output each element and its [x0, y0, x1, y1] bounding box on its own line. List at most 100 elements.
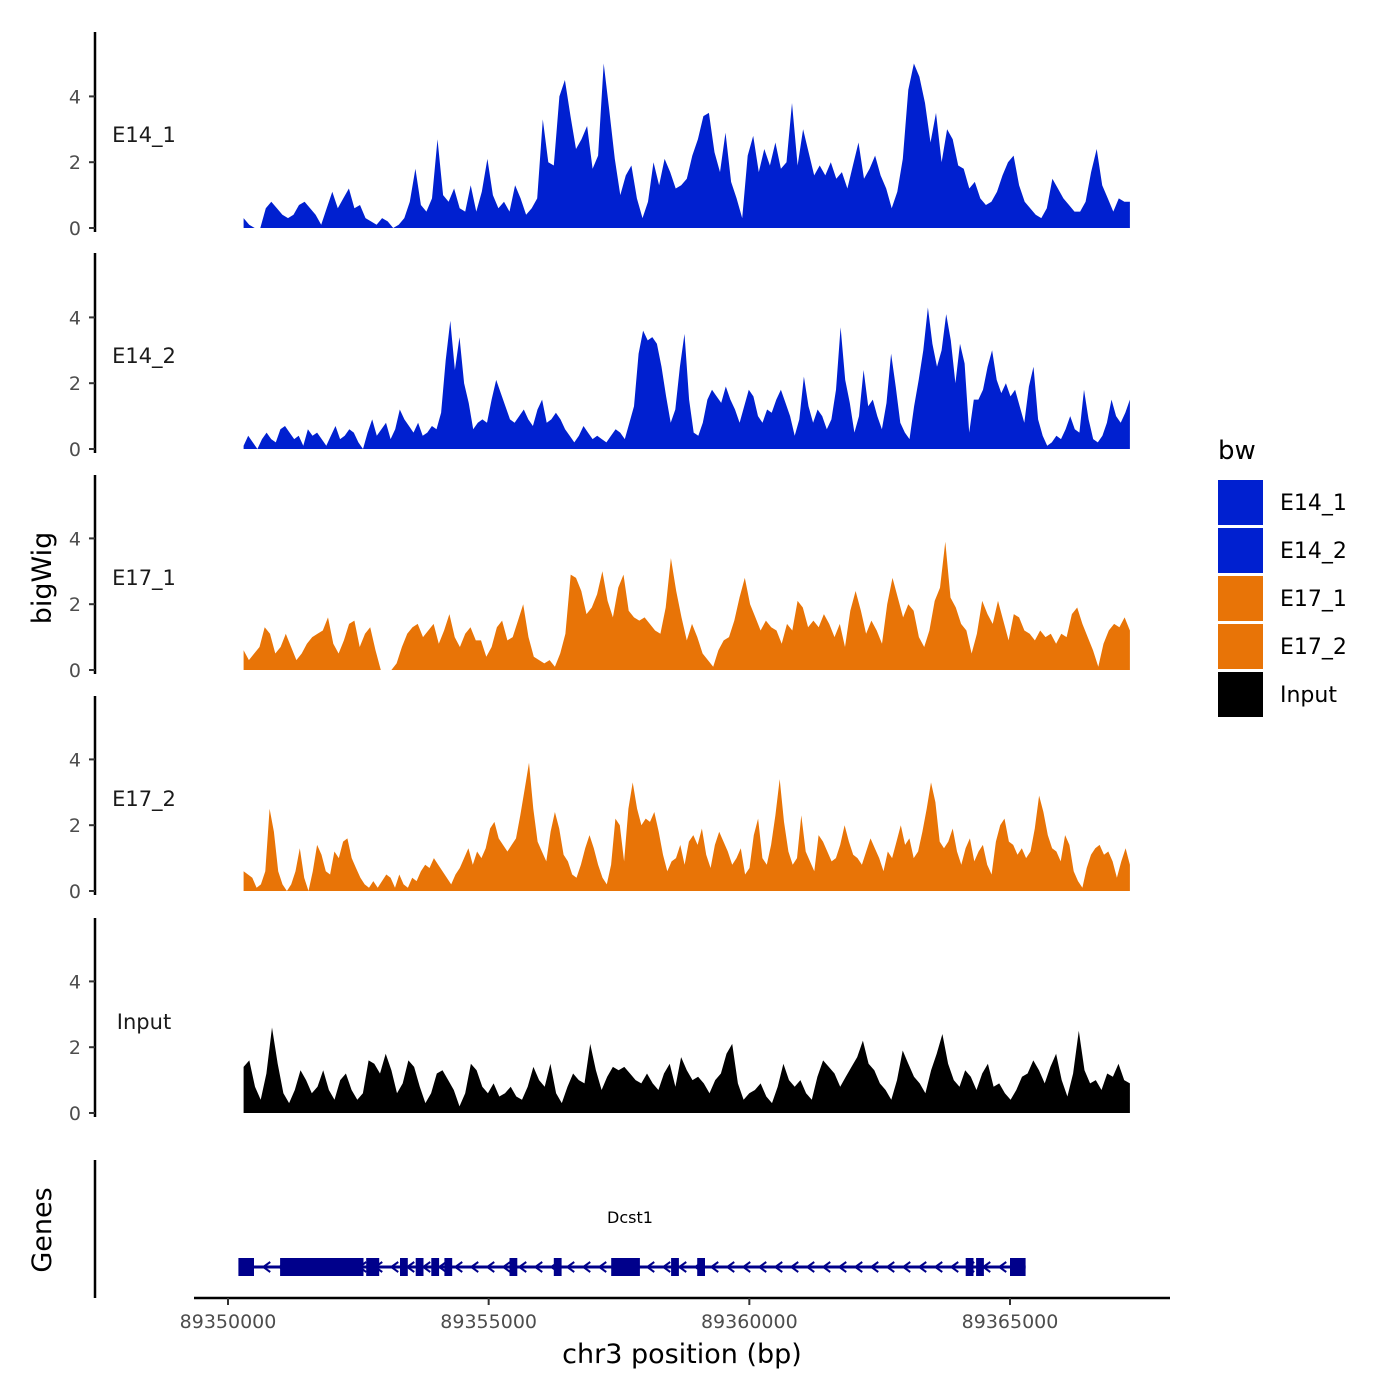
strand-arrow — [661, 1261, 671, 1273]
exon — [619, 1258, 640, 1276]
exon — [509, 1258, 518, 1276]
track-e17-1: 0 2 4 E17_1 — [69, 475, 1130, 682]
legend-label: E17_2 — [1280, 635, 1347, 660]
y-tick-label: 0 — [69, 881, 81, 903]
legend-swatch — [1218, 576, 1263, 621]
strand-arrow — [469, 1261, 479, 1273]
legend-title: bw — [1218, 436, 1256, 466]
exon — [671, 1258, 679, 1276]
strand-arrow — [901, 1261, 911, 1273]
legend-swatch — [1218, 624, 1263, 669]
strand-arrow — [485, 1261, 495, 1273]
exon — [444, 1258, 453, 1276]
track-label: E14_1 — [112, 123, 176, 148]
strand-arrow — [677, 1261, 687, 1273]
strand-arrow — [757, 1261, 767, 1273]
strand-arrow — [725, 1261, 735, 1273]
legend-swatch — [1218, 672, 1263, 717]
y-tick-label: 2 — [69, 1037, 81, 1059]
y-tick-label: 2 — [69, 373, 81, 395]
x-tick-label: 89355000 — [440, 1311, 537, 1333]
strand-arrow — [453, 1261, 463, 1273]
y-tick-label: 0 — [69, 218, 81, 240]
strand-arrow — [933, 1261, 943, 1273]
strand-arrow — [917, 1261, 927, 1273]
strand-arrow — [805, 1261, 815, 1273]
strand-arrow — [501, 1261, 511, 1273]
strand-arrow — [517, 1261, 527, 1273]
strand-arrow — [789, 1261, 799, 1273]
strand-arrow — [821, 1261, 831, 1273]
strand-arrow — [709, 1261, 719, 1273]
signal-area — [243, 541, 1130, 670]
gene-track: Dcst1 — [93, 1160, 1026, 1298]
y-tick-label: 4 — [69, 971, 81, 993]
legend-label: E17_1 — [1280, 587, 1347, 612]
signal-area — [243, 307, 1130, 449]
legend-swatch — [1218, 528, 1263, 573]
exon — [280, 1258, 364, 1276]
exon — [431, 1258, 440, 1276]
y-tick-label: 2 — [69, 594, 81, 616]
track-e14-2: 0 2 4 E14_2 — [69, 253, 1130, 461]
strand-arrow — [437, 1261, 447, 1273]
y-tick-label: 2 — [69, 152, 81, 174]
strand-arrow — [997, 1261, 1007, 1273]
strand-arrow — [597, 1261, 607, 1273]
track-e17-2: 0 2 4 E17_2 — [69, 696, 1130, 903]
y-tick-label: 4 — [69, 86, 81, 108]
y-tick-label: 4 — [69, 749, 81, 771]
strand-arrow — [389, 1261, 399, 1273]
exon — [611, 1258, 619, 1276]
x-tick-label: 89365000 — [962, 1311, 1059, 1333]
bigwig-tracks: 0 2 4 E14_1 0 2 4 E14_2 0 2 4 E17_1 0 2 4 E17_2 0 2 4 Input — [69, 32, 1130, 1125]
exon — [366, 1258, 380, 1276]
y-tick-label: 0 — [69, 660, 81, 682]
y-tick-label: 4 — [69, 307, 81, 329]
strand-arrow — [741, 1261, 751, 1273]
gene-name-label: Dcst1 — [607, 1208, 653, 1227]
track-label: E17_1 — [112, 566, 176, 591]
exon — [976, 1258, 984, 1276]
track-label: E14_2 — [112, 344, 176, 369]
legend-label: E14_1 — [1280, 491, 1347, 516]
track-label: E17_2 — [112, 787, 176, 812]
exon — [400, 1258, 408, 1276]
legend-label: Input — [1280, 683, 1337, 708]
strand-arrow — [645, 1261, 655, 1273]
exon — [415, 1258, 424, 1276]
y-tick-label: 0 — [69, 1103, 81, 1125]
x-axis: 89350000 89355000 89360000 89365000 — [180, 1296, 1170, 1333]
legend-swatch — [1218, 480, 1263, 525]
gene-track-title: Genes — [27, 1187, 58, 1272]
strand-arrow — [949, 1261, 959, 1273]
y-axis-title: bigWig — [27, 532, 58, 625]
legend-label: E14_2 — [1280, 539, 1347, 564]
x-tick-label: 89360000 — [701, 1311, 798, 1333]
strand-arrow — [885, 1261, 895, 1273]
strand-arrow — [533, 1261, 543, 1273]
exon — [553, 1258, 562, 1276]
strand-arrow — [773, 1261, 783, 1273]
exon — [1010, 1258, 1026, 1276]
signal-area — [243, 762, 1130, 891]
x-tick-label: 89350000 — [180, 1311, 277, 1333]
exon — [697, 1258, 705, 1276]
track-label: Input — [117, 1010, 171, 1034]
exon — [238, 1258, 254, 1276]
signal-area — [243, 63, 1130, 228]
strand-arrow — [853, 1261, 863, 1273]
track-e14-1: 0 2 4 E14_1 — [69, 32, 1130, 240]
y-tick-label: 0 — [69, 439, 81, 461]
y-tick-label: 4 — [69, 528, 81, 550]
x-axis-title: chr3 position (bp) — [562, 1339, 802, 1370]
strand-arrow — [837, 1261, 847, 1273]
strand-arrow — [261, 1261, 271, 1273]
strand-arrow — [565, 1261, 575, 1273]
track-input: 0 2 4 Input — [69, 918, 1130, 1125]
strand-arrow — [869, 1261, 879, 1273]
strand-arrow — [581, 1261, 591, 1273]
y-tick-label: 2 — [69, 815, 81, 837]
signal-area — [243, 1027, 1130, 1113]
